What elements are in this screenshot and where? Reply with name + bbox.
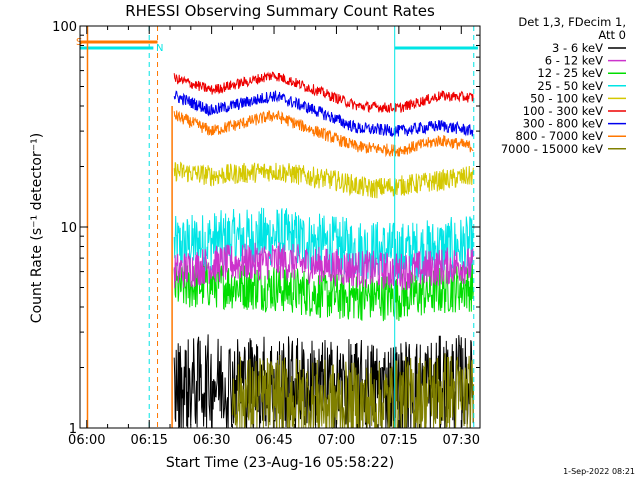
series-line-5 [173, 71, 474, 114]
x-tick-label: 06:45 [255, 433, 292, 448]
legend-entry-label: 7000 - 15000 keV [501, 142, 603, 156]
chart-title: RHESSI Observing Summary Count Rates [125, 2, 435, 20]
y-tick-label: 10 [60, 221, 77, 236]
legend-entry-label: 50 - 100 keV [530, 91, 603, 105]
legend-header-line-2: Att 0 [598, 28, 626, 42]
x-tick-label: 07:00 [318, 433, 355, 448]
legend-entry-label: 100 - 300 keV [523, 104, 603, 118]
legend-entry-label: 3 - 6 keV [552, 41, 603, 55]
series-line-1 [173, 242, 474, 291]
y-axis-label: Count Rate (s⁻¹ detector⁻¹) [29, 133, 45, 323]
x-tick-label: 06:30 [193, 433, 230, 448]
legend-entry-label: 25 - 50 keV [537, 79, 603, 93]
x-tick-label: 06:15 [130, 433, 167, 448]
x-tick-label: 07:30 [443, 433, 480, 448]
footer-timestamp: 1-Sep-2022 08:21 [563, 467, 635, 476]
x-tick-label: 06:00 [68, 433, 105, 448]
series-line-4 [173, 161, 474, 199]
x-tick-label: 07:15 [380, 433, 417, 448]
plot-frame-layer: S N 06:00 06:15 06:30 06:45 07:00 07:15 07:30 1 10… [52, 20, 481, 448]
y-tick-label: 100 [52, 20, 77, 35]
legend-entry-label: 300 - 800 keV [523, 117, 603, 131]
saa-flag-label: S [76, 37, 82, 48]
x-axis-label: Start Time (23-Aug-16 05:58:22) [166, 455, 394, 471]
legend-header-line-1: Det 1,3, FDecim 1, [518, 15, 626, 29]
legend-entry-label: 800 - 7000 keV [515, 129, 603, 143]
plot-data-layer [80, 26, 478, 429]
legend-entry-label: 12 - 25 keV [537, 66, 603, 80]
series-line-7 [173, 109, 474, 158]
series-line-6 [173, 90, 474, 137]
legend-entry-label: 6 - 12 keV [545, 54, 603, 68]
series-line-8 [231, 353, 475, 429]
y-tick-label: 1 [69, 422, 77, 437]
night-flag-label: N [156, 43, 163, 54]
